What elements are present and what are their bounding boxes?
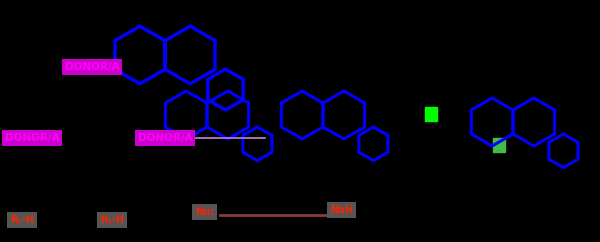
Text: Nu:: Nu: — [195, 207, 214, 217]
Bar — [425, 107, 437, 121]
Bar — [493, 138, 505, 152]
Text: R₂-H: R₂-H — [100, 215, 124, 225]
Text: DONOR/A: DONOR/A — [5, 133, 59, 143]
Text: R₁-H: R₁-H — [10, 215, 34, 225]
Text: DONOR/A: DONOR/A — [65, 62, 119, 72]
Text: NuH: NuH — [330, 205, 353, 215]
Text: DONOR/A: DONOR/A — [138, 133, 193, 143]
